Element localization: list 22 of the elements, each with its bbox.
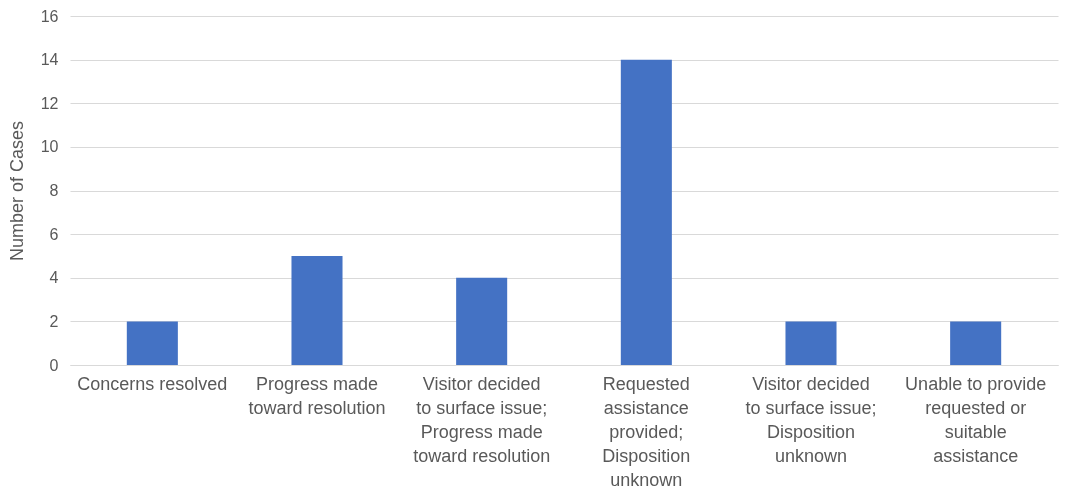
- bar: [620, 59, 672, 365]
- y-tick-label: 16: [40, 7, 59, 25]
- y-axis-title: Number of Cases: [6, 120, 27, 262]
- bar: [291, 255, 343, 365]
- y-tick-label: 10: [40, 138, 59, 156]
- x-tick-label: Requested assistance provided; Disposition unknown: [602, 373, 691, 490]
- x-tick-label: Visitor decided to surface issue; Disposition unknown: [745, 373, 877, 466]
- y-tick-label: 12: [40, 94, 59, 112]
- bar: [126, 321, 178, 365]
- x-tick-label: Unable to provide requested or suitable assistance: [905, 373, 1047, 466]
- y-tick-label: 2: [49, 312, 59, 330]
- y-tick-label: 8: [49, 182, 59, 199]
- x-tick-label: Progress made toward resolution: [248, 373, 386, 418]
- y-tick-label: 0: [49, 356, 59, 374]
- x-tick-label: Concerns resolved: [77, 373, 228, 394]
- bar: [785, 321, 837, 365]
- bar: [950, 321, 1002, 365]
- x-tick-label: Visitor decided to surface issue; Progress made toward resolution: [413, 373, 551, 466]
- bar: [456, 277, 508, 365]
- y-tick-label: 4: [49, 269, 59, 287]
- y-tick-label: 14: [40, 51, 59, 69]
- y-tick-label: 6: [49, 225, 59, 243]
